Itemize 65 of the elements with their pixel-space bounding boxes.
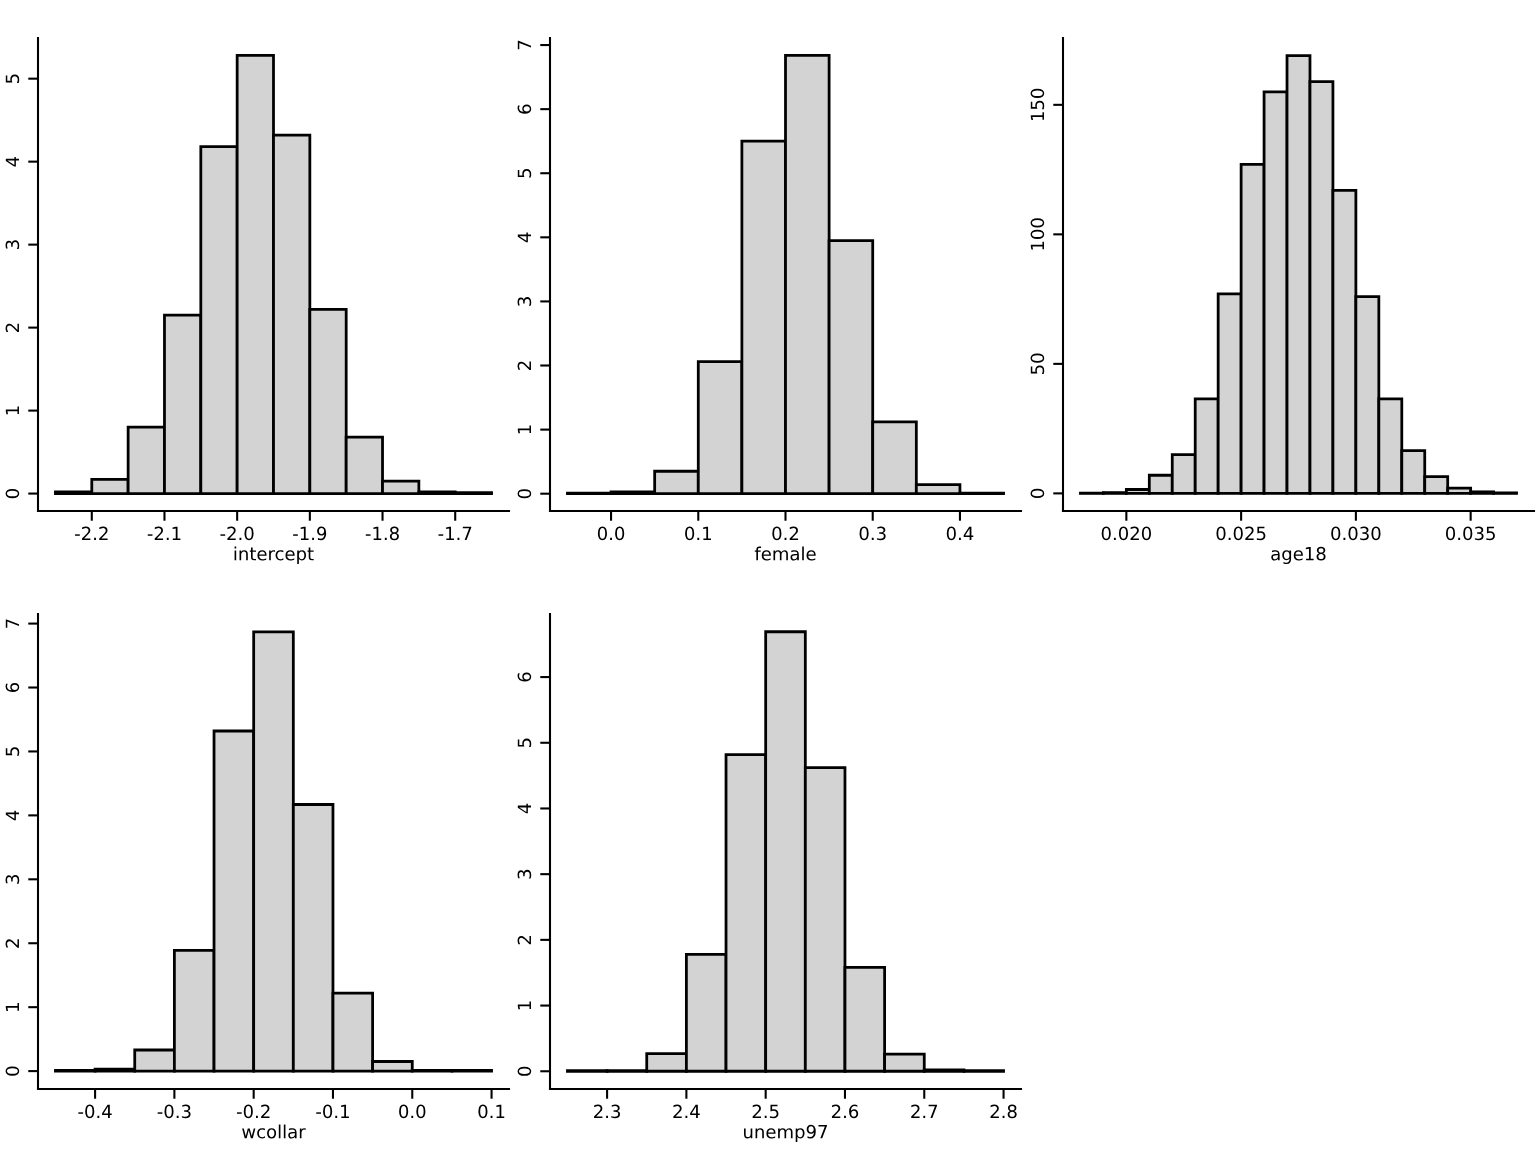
y-tick-label: 50 bbox=[1030, 353, 1045, 374]
x-tick-label: 0.030 bbox=[1331, 526, 1381, 541]
x-axis-title: female bbox=[754, 546, 816, 561]
y-tick-label: 0 bbox=[5, 489, 20, 499]
x-tick-label: 0.0 bbox=[399, 1104, 426, 1119]
x-tick-label: -2.0 bbox=[220, 526, 254, 541]
x-tick-label: 0.0 bbox=[597, 526, 625, 541]
y-tick-label: 5 bbox=[517, 738, 532, 748]
y-tick-label: 0 bbox=[1030, 488, 1045, 498]
y-tick-label: 1 bbox=[5, 1003, 19, 1011]
y-tick-label: 5 bbox=[5, 747, 20, 756]
x-tick-label: 2.8 bbox=[990, 1104, 1017, 1119]
y-tick-label: 100 bbox=[1030, 218, 1045, 250]
x-tick-label: -1.9 bbox=[293, 526, 327, 541]
y-tick-label: 4 bbox=[517, 232, 531, 243]
x-tick-label: 0.3 bbox=[859, 526, 886, 541]
x-tick-label: -1.8 bbox=[365, 526, 399, 541]
x-tick-label: -2.2 bbox=[75, 526, 108, 540]
x-axis-title: age18 bbox=[1271, 546, 1326, 564]
y-tick-label: 3 bbox=[5, 240, 20, 249]
y-tick-label: 4 bbox=[5, 156, 19, 167]
y-tick-label: 1 bbox=[5, 406, 19, 415]
y-tick-label: 4 bbox=[517, 803, 531, 814]
x-tick-label: 2.5 bbox=[752, 1104, 779, 1119]
y-tick-label: 0 bbox=[517, 1066, 532, 1076]
y-tick-label: 6 bbox=[5, 682, 20, 692]
y-tick-label: 150 bbox=[1030, 88, 1045, 121]
y-tick-label: 3 bbox=[5, 875, 20, 884]
y-tick-label: 0 bbox=[5, 1066, 20, 1076]
y-tick-label: 6 bbox=[517, 672, 532, 682]
x-axis-title: intercept bbox=[234, 546, 314, 564]
x-tick-label: -0.2 bbox=[236, 1104, 270, 1119]
y-tick-label: 1 bbox=[517, 1001, 531, 1010]
y-tick-label: 1 bbox=[517, 425, 531, 434]
x-tick-label: 0.2 bbox=[772, 526, 799, 541]
x-tick-label: 0.4 bbox=[946, 526, 974, 541]
y-tick-label: 3 bbox=[517, 869, 532, 879]
x-tick-label: 2.3 bbox=[594, 1104, 620, 1119]
y-tick-label: 2 bbox=[517, 361, 531, 370]
x-axis-title: unemp97 bbox=[744, 1124, 827, 1142]
x-tick-label: 0.020 bbox=[1101, 526, 1151, 541]
x-axis-title: wcollar bbox=[242, 1124, 306, 1139]
x-tick-label: -0.3 bbox=[157, 1104, 191, 1119]
y-tick-label: 7 bbox=[5, 619, 19, 628]
y-tick-label: 5 bbox=[517, 169, 532, 178]
x-tick-label: -2.1 bbox=[147, 526, 181, 540]
x-tick-label: 0.025 bbox=[1216, 526, 1266, 541]
y-tick-label: 3 bbox=[517, 297, 532, 306]
x-tick-label: 0.1 bbox=[685, 526, 711, 541]
y-tick-label: 6 bbox=[517, 104, 532, 114]
y-tick-label: 2 bbox=[5, 323, 19, 333]
x-tick-label: 2.6 bbox=[831, 1104, 859, 1119]
x-tick-label: -0.4 bbox=[78, 1104, 112, 1119]
x-tick-label: -0.1 bbox=[316, 1104, 349, 1119]
y-tick-label: 4 bbox=[5, 810, 19, 821]
y-tick-label: 5 bbox=[5, 74, 20, 84]
y-tick-label: 7 bbox=[517, 40, 531, 50]
y-tick-label: 0 bbox=[517, 489, 532, 499]
x-tick-label: 0.1 bbox=[478, 1104, 505, 1119]
x-tick-label: 0.035 bbox=[1445, 526, 1495, 541]
y-tick-label: 2 bbox=[5, 939, 19, 948]
x-tick-label: 2.7 bbox=[911, 1104, 938, 1118]
x-tick-label: -1.7 bbox=[438, 526, 472, 540]
y-tick-label: 2 bbox=[517, 935, 531, 945]
x-tick-label: 2.4 bbox=[673, 1104, 700, 1118]
